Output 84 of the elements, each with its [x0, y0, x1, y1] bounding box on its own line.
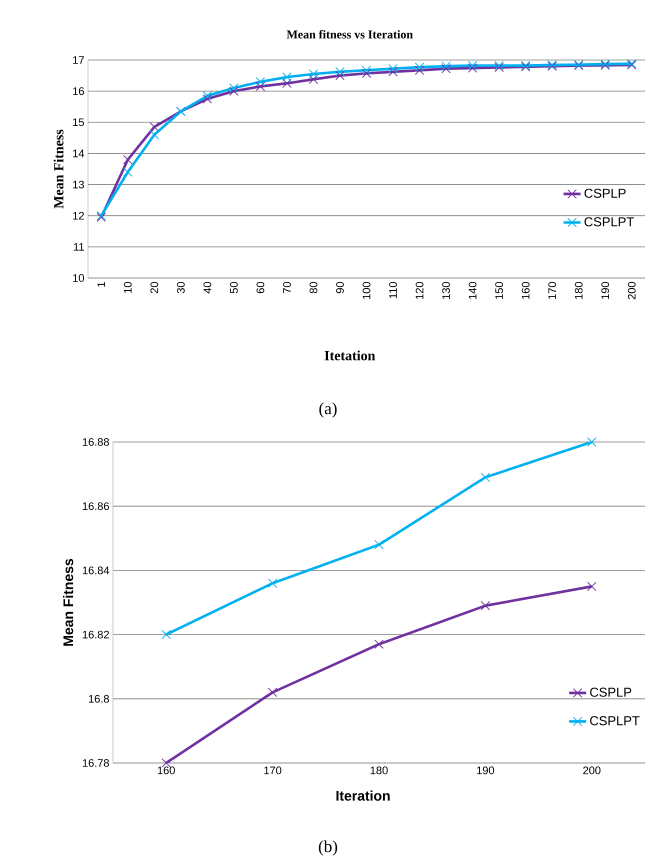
y-tick-label: 17	[73, 56, 84, 64]
x-tick-label: 170	[548, 282, 556, 299]
y-tick-label: 15	[73, 118, 84, 126]
x-tick-label: 60	[256, 282, 264, 294]
legend-label: CSPLP	[590, 688, 632, 697]
x-tick-label: 80	[310, 282, 318, 294]
point	[282, 78, 292, 88]
y-tick-label: 11	[74, 243, 84, 251]
y-tick-label: 16.88	[82, 438, 109, 446]
x-tick-label: 140	[468, 282, 476, 299]
y-tick-label: 13	[73, 180, 84, 188]
y-tick-label: 16.84	[82, 566, 110, 574]
y-tick-label: 16.8	[88, 694, 109, 703]
point	[335, 70, 345, 80]
x-tick-label: 50	[230, 282, 238, 294]
point	[441, 62, 451, 71]
point	[282, 72, 292, 82]
y-tick-label: 14	[73, 150, 84, 158]
point	[362, 68, 372, 78]
point	[335, 67, 345, 77]
x-tick-label: 190	[477, 766, 494, 774]
point	[229, 86, 239, 96]
y-axis-title: Mean Fitness	[54, 130, 64, 208]
x-tick-label: 150	[495, 282, 503, 299]
point	[414, 62, 424, 72]
x-tick-label: 40	[203, 282, 212, 294]
legend-label: CSPLPT	[584, 217, 634, 226]
point	[229, 83, 239, 93]
x-tick-label: 10	[124, 282, 132, 293]
point	[162, 630, 171, 640]
point	[362, 66, 372, 75]
point	[414, 66, 424, 75]
x-tick-label: 160	[522, 282, 530, 299]
x-axis-title: Itetation	[324, 350, 376, 360]
x-tick-label: 180	[370, 766, 388, 774]
y-tick-label: 16.78	[82, 759, 109, 767]
x-tick-label: 100	[362, 282, 370, 299]
point	[480, 601, 490, 610]
y-tick-label: 16.86	[82, 502, 109, 510]
text: (a)	[319, 402, 337, 418]
x-tick-label: 120	[416, 282, 424, 299]
x-tick-label: 200	[628, 282, 636, 300]
chart-title: Mean fitness vs Iteration	[286, 30, 413, 38]
x-tick-label: 110	[389, 282, 397, 298]
x-tick-label: 20	[150, 282, 158, 294]
point	[388, 64, 398, 74]
y-tick-label: 12	[73, 212, 84, 220]
x-tick-label: 200	[583, 766, 600, 774]
point	[468, 63, 478, 73]
x-tick-label: 160	[158, 766, 175, 774]
x-axis-title: Iteration	[336, 790, 390, 801]
x-tick-label: 130	[442, 282, 450, 299]
point	[480, 472, 490, 482]
point	[468, 60, 478, 70]
x-tick-label: 190	[601, 282, 610, 299]
legend-label: CSPLPT	[590, 716, 640, 726]
point	[123, 154, 132, 164]
point	[587, 582, 596, 592]
point	[441, 64, 451, 74]
point	[202, 94, 212, 104]
y-tick-label: 16.82	[82, 630, 109, 638]
point	[268, 688, 278, 698]
x-tick-label: 70	[283, 282, 291, 294]
point	[150, 122, 160, 132]
point	[256, 77, 266, 86]
y-tick-label: 10	[73, 274, 84, 282]
point	[268, 578, 278, 588]
x-tick-label: 30	[176, 282, 185, 294]
point	[308, 74, 318, 84]
y-axis-title: Mean Fitness	[62, 558, 74, 646]
point	[256, 82, 266, 92]
x-tick-label: 90	[336, 282, 344, 294]
legend-label: CSPLP	[584, 188, 626, 198]
point	[388, 67, 398, 77]
point	[202, 91, 212, 100]
point	[374, 540, 384, 550]
x-tick-label: 170	[264, 766, 282, 774]
x-tick-label: 1	[98, 282, 106, 287]
point	[308, 69, 318, 79]
point	[374, 640, 384, 649]
point	[587, 437, 596, 447]
y-tick-label: 16	[73, 87, 84, 96]
x-tick-label: 180	[574, 282, 583, 299]
text: (b)	[318, 840, 338, 856]
